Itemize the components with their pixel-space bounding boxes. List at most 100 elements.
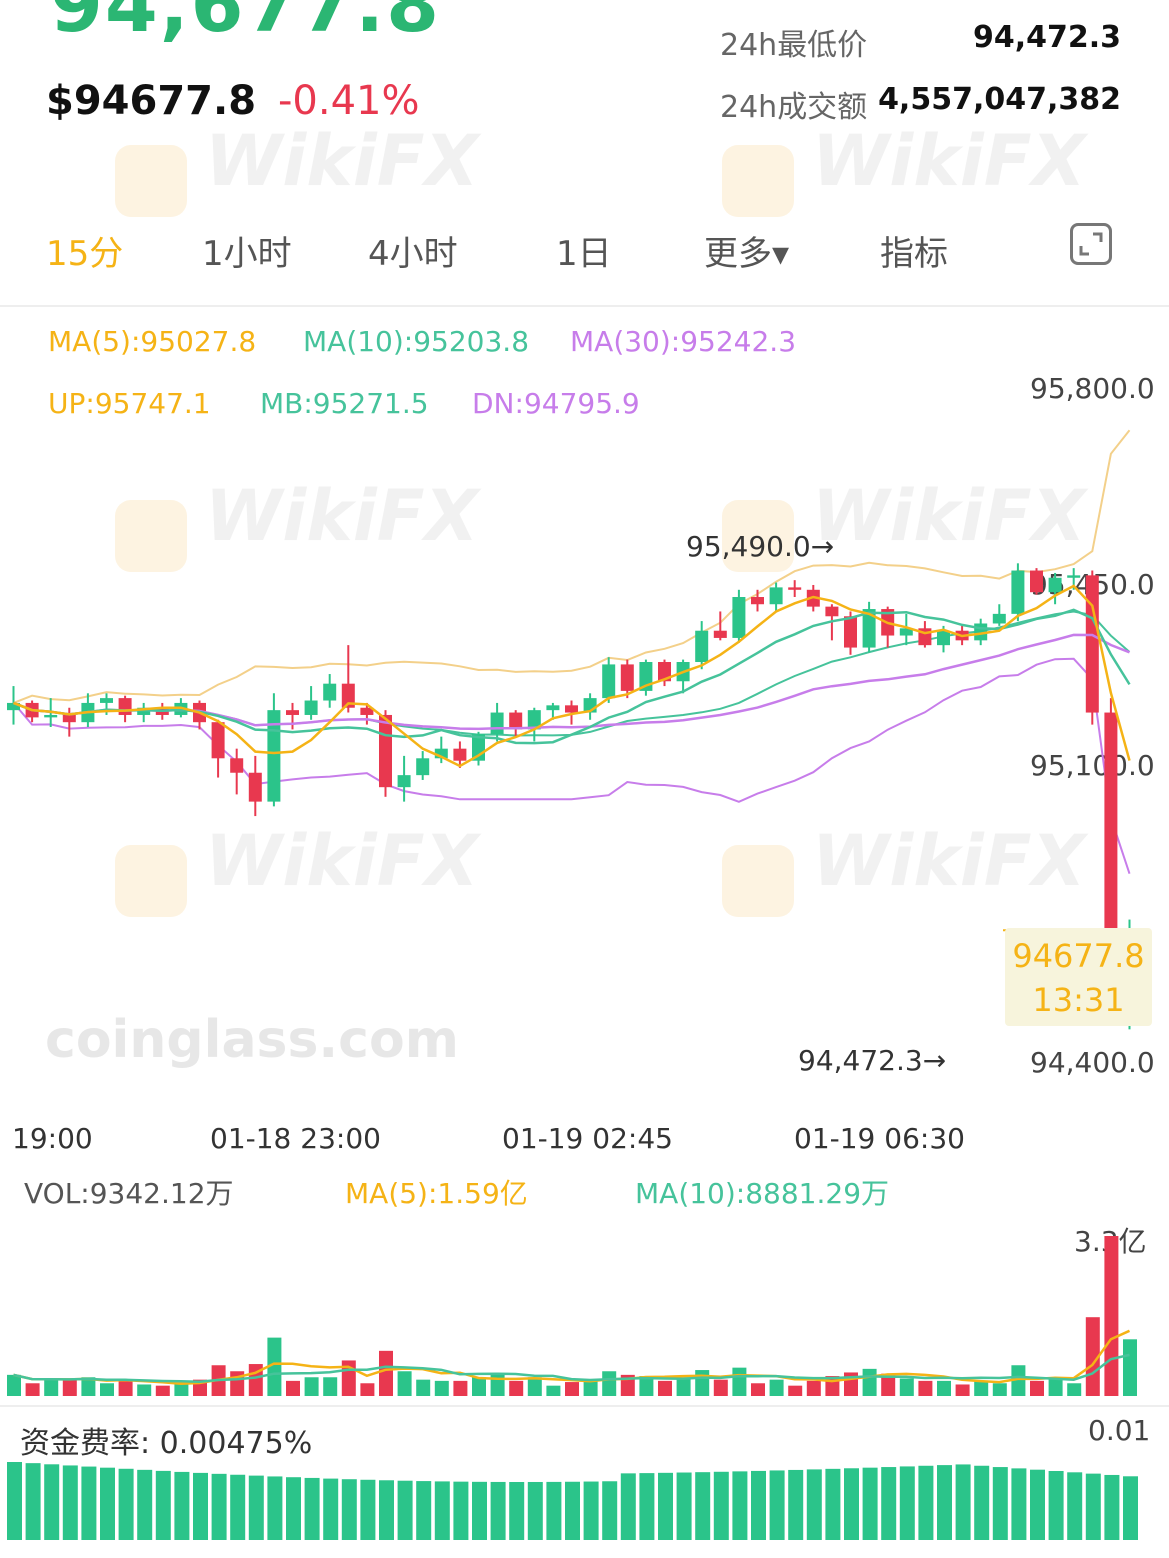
volume-ma10-line — [13, 1353, 1130, 1384]
candle-body — [286, 710, 299, 715]
candle-body — [379, 714, 392, 788]
funding-bar — [695, 1472, 711, 1540]
candle-body — [769, 587, 783, 605]
candle-body — [341, 683, 355, 708]
funding-bar — [1085, 1473, 1101, 1540]
ma5-line — [13, 584, 1131, 768]
wikifx-logo-watermark — [115, 845, 187, 917]
section-divider — [0, 1405, 1169, 1407]
funding-label: 资金费率: 0.00475% — [20, 1418, 312, 1462]
change-percent: -0.41% — [278, 78, 420, 124]
current-price: 94677.8 — [1012, 937, 1145, 975]
legend-vol-ma10: MA(10):8881.29万 — [635, 1177, 890, 1210]
wikifx-watermark: WikiFX — [205, 120, 479, 202]
candle-body — [899, 628, 913, 636]
volume-bar — [639, 1376, 654, 1396]
candle-body — [100, 698, 113, 703]
legend-ma5: MA(5):95027.8 — [48, 325, 257, 358]
fullscreen-icon[interactable] — [1070, 223, 1112, 265]
volume-bar — [806, 1380, 821, 1396]
funding-label-text: 资金费率: — [20, 1426, 151, 1461]
funding-bar — [509, 1481, 525, 1540]
volume-bar — [453, 1380, 468, 1396]
candle-body — [118, 698, 132, 715]
candle-body — [844, 616, 857, 648]
wikifx-watermark: WikiFX — [205, 820, 479, 902]
coinglass-watermark: coinglass.com — [45, 1010, 459, 1070]
volume-bar — [862, 1368, 877, 1396]
funding-bar — [174, 1471, 190, 1540]
volume-bar — [732, 1367, 747, 1396]
volume-bar — [918, 1380, 933, 1396]
y-tick-label: 95,100.0 — [1030, 749, 1155, 782]
candle-body — [323, 683, 337, 701]
volume-bar — [658, 1380, 672, 1396]
volume-bar — [546, 1385, 561, 1396]
candle-body — [360, 707, 374, 715]
funding-bar — [825, 1468, 841, 1540]
volume-bar — [1085, 1317, 1100, 1396]
volume-bar — [360, 1383, 375, 1396]
funding-bar — [25, 1463, 41, 1540]
funding-bar — [490, 1481, 506, 1540]
funding-bar — [248, 1475, 264, 1540]
current-price-box: 94677.8 13:31 — [1005, 928, 1152, 1026]
tab-1h[interactable]: 1小时 — [202, 234, 292, 274]
funding-value: 0.00475% — [159, 1426, 313, 1461]
wikifx-logo-watermark — [722, 500, 794, 572]
candle-body — [453, 748, 467, 761]
x-tick-label: 01-18 23:00 — [210, 1122, 381, 1155]
volume-bar — [899, 1378, 914, 1396]
candle-body — [713, 630, 727, 638]
funding-bar — [992, 1467, 1008, 1540]
volume-bar — [7, 1374, 21, 1396]
funding-bar — [769, 1470, 785, 1540]
candle-body — [230, 758, 244, 773]
candlestick-chart[interactable] — [0, 300, 1169, 1100]
volume-bar — [676, 1377, 691, 1396]
x-tick-label: 01-19 06:30 — [794, 1122, 965, 1155]
funding-bar — [230, 1474, 246, 1540]
tab-1d[interactable]: 1日 — [556, 234, 612, 274]
wikifx-logo-watermark — [115, 145, 187, 217]
volume-bar — [472, 1377, 486, 1396]
tab-15m[interactable]: 15分 — [46, 234, 124, 274]
volume-bar — [1030, 1380, 1044, 1396]
funding-bar — [844, 1468, 859, 1540]
x-tick-label: 19:00 — [12, 1122, 93, 1155]
volume-bar — [695, 1370, 710, 1396]
volume-bar — [769, 1379, 784, 1396]
usd-price: $94677.8 — [46, 78, 257, 124]
volume-bar — [1011, 1365, 1026, 1396]
tab-more[interactable]: 更多▾ — [704, 234, 790, 274]
funding-bar — [453, 1481, 469, 1540]
legend-vol: VOL:9342.12万 — [24, 1177, 234, 1210]
volume-bar — [416, 1379, 431, 1396]
funding-bar — [546, 1481, 562, 1540]
funding-bar — [1030, 1469, 1045, 1540]
x-tick-label: 01-19 02:45 — [502, 1122, 673, 1155]
tab-indicators[interactable]: 指标 — [880, 234, 948, 274]
funding-bar — [676, 1472, 692, 1540]
candle-body — [732, 597, 746, 638]
candle-body — [1067, 575, 1081, 578]
candle-body — [509, 712, 523, 730]
candle-body — [211, 722, 225, 759]
funding-axis-max: 0.01 — [1088, 1414, 1151, 1447]
stat-turnover-label: 24h成交额 — [720, 90, 868, 125]
big-price: 94,677.8 — [50, 0, 442, 49]
candle-body — [658, 662, 671, 682]
y-tick-label: 94,400.0 — [1030, 1046, 1155, 1079]
funding-bar — [1067, 1472, 1083, 1540]
funding-bar — [899, 1466, 915, 1540]
legend-boll-dn: DN:94795.9 — [472, 387, 640, 420]
volume-bar — [1048, 1378, 1063, 1396]
wikifx-watermark: WikiFX — [812, 475, 1086, 557]
funding-bar — [397, 1480, 413, 1540]
tab-4h[interactable]: 4小时 — [368, 234, 458, 274]
funding-bar — [193, 1472, 208, 1540]
volume-bar — [713, 1379, 728, 1396]
volume-bar — [509, 1380, 524, 1396]
funding-bar — [583, 1481, 599, 1540]
funding-bar — [937, 1465, 952, 1540]
